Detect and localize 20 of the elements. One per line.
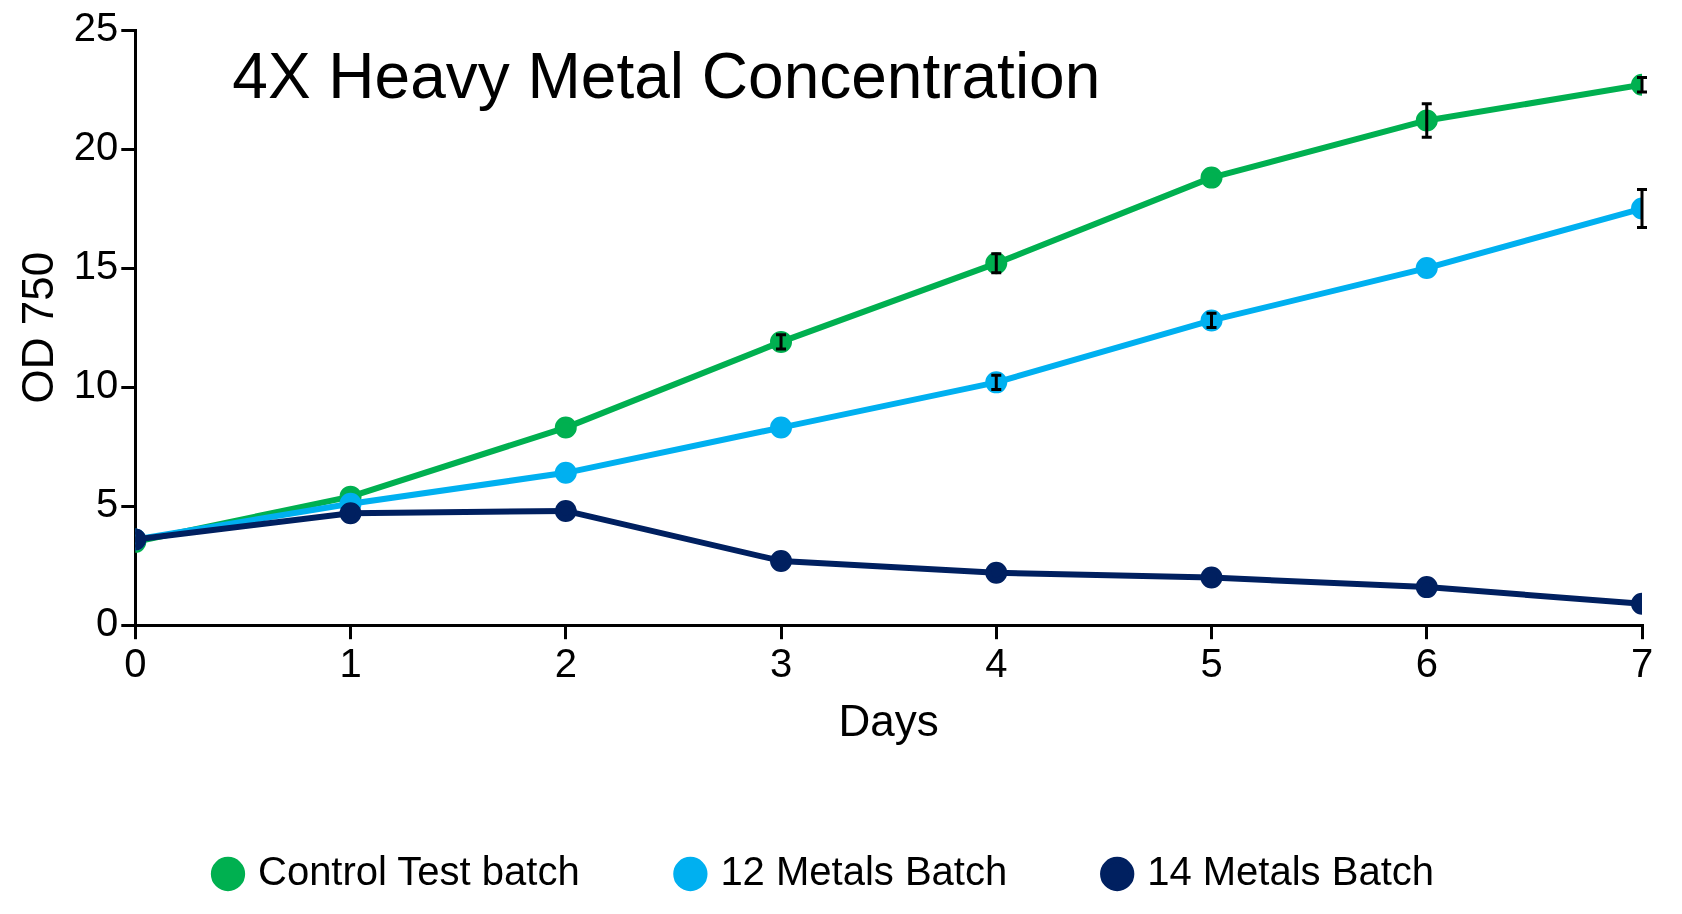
legend-label: 12 Metals Batch — [720, 849, 1008, 894]
y-tick-label: 15 — [73, 243, 119, 288]
y-tick-label: 0 — [96, 600, 119, 645]
x-tick-label: 5 — [1200, 641, 1223, 686]
x-tick-label: 1 — [339, 641, 362, 686]
legend-label: 14 Metals Batch — [1147, 849, 1435, 894]
legend-label: Control Test batch — [257, 849, 580, 894]
chart-title: 4X Heavy Metal Concentration — [232, 39, 1101, 112]
y-tick-label: 5 — [96, 481, 119, 526]
x-tick-label: 6 — [1415, 641, 1438, 686]
x-tick-label: 0 — [124, 641, 147, 686]
y-tick-label: 25 — [73, 5, 119, 50]
x-axis-title: Days — [838, 695, 939, 745]
x-tick-label: 7 — [1630, 641, 1654, 686]
y-axis-title: OD 750 — [12, 251, 62, 404]
x-tick-label: 3 — [769, 641, 793, 686]
y-tick-label: 10 — [73, 362, 119, 407]
x-tick-label: 2 — [554, 641, 577, 686]
x-tick-label: 4 — [985, 641, 1008, 686]
y-tick-label: 20 — [73, 124, 119, 169]
